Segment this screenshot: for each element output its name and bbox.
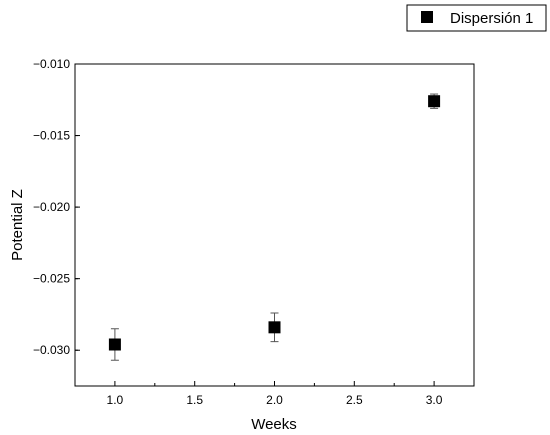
legend-marker-square: [421, 11, 433, 23]
x-axis-ticks: 1.0 1.5 2.0 2.5 3.0: [107, 381, 443, 407]
legend-label: Dispersión 1: [450, 10, 533, 27]
y-tick-label: −0.025: [33, 272, 70, 286]
data-points: [108, 93, 441, 361]
x-tick-label: 1.5: [186, 393, 203, 407]
y-tick-label: −0.010: [33, 57, 70, 71]
y-tick-label: −0.020: [33, 200, 70, 214]
y-tick-label: −0.015: [33, 129, 70, 143]
x-axis-title: Weeks: [251, 416, 297, 433]
y-axis-ticks: −0.010 −0.015 −0.020 −0.025 −0.030: [33, 57, 80, 357]
x-tick-label: 2.0: [266, 393, 283, 407]
data-point-square: [428, 95, 441, 108]
data-point-square: [108, 338, 121, 351]
legend: Dispersión 1: [406, 4, 547, 32]
x-tick-label: 3.0: [426, 393, 443, 407]
x-tick-label: 2.5: [346, 393, 363, 407]
y-axis-title: Potential Z: [9, 189, 26, 261]
y-tick-label: −0.030: [33, 343, 70, 357]
x-tick-label: 1.0: [107, 393, 124, 407]
data-point-square: [268, 321, 281, 334]
